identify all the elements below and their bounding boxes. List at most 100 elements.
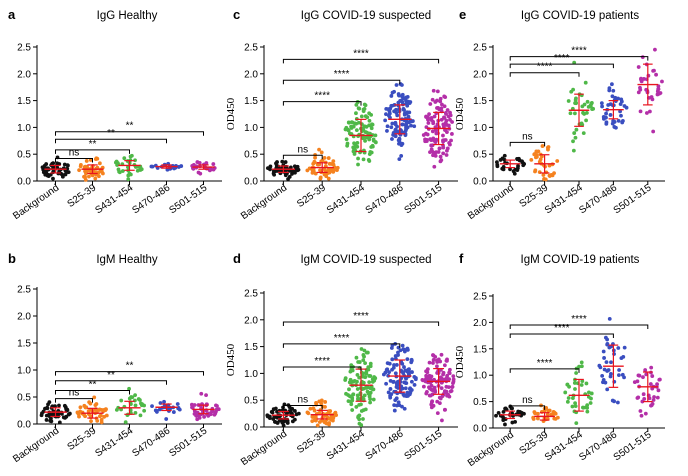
data-point	[354, 128, 359, 133]
x-tick-label: S25-39	[295, 182, 328, 210]
data-point	[552, 171, 556, 176]
data-point	[429, 147, 434, 152]
data-point	[101, 409, 106, 414]
data-point	[271, 169, 276, 174]
data-point	[445, 393, 450, 398]
data-point	[83, 178, 88, 182]
data-point	[430, 129, 435, 134]
data-point	[399, 83, 404, 87]
data-point	[602, 356, 606, 360]
data-point	[660, 79, 664, 84]
data-point	[426, 117, 430, 122]
panel-title: IgM COVID-19 patients	[521, 254, 640, 266]
data-point	[547, 408, 552, 413]
data-point	[138, 401, 143, 406]
data-point	[46, 402, 50, 407]
x-tick-label: S431-454	[93, 182, 135, 216]
data-point	[350, 398, 355, 403]
significance-bracket	[509, 72, 580, 77]
data-point	[405, 110, 410, 115]
data-point	[439, 386, 444, 391]
data-point	[450, 385, 455, 390]
data-point	[642, 77, 646, 81]
data-point	[535, 416, 540, 421]
data-point	[392, 89, 396, 94]
y-axis-label: OD450	[225, 97, 237, 130]
data-point	[440, 102, 444, 107]
data-point	[313, 171, 318, 176]
data-point	[515, 156, 519, 161]
data-point	[345, 143, 350, 148]
data-point	[639, 77, 643, 82]
data-point	[441, 151, 446, 156]
data-point	[87, 174, 91, 179]
data-point	[356, 120, 361, 125]
data-point	[330, 418, 335, 423]
data-point	[384, 381, 389, 386]
data-point	[410, 370, 414, 374]
data-point	[533, 168, 538, 173]
data-point	[515, 166, 520, 170]
data-point	[122, 156, 127, 161]
data-point	[600, 104, 604, 109]
panel-letter: a	[8, 7, 16, 22]
data-point	[404, 95, 408, 100]
data-point	[443, 95, 448, 100]
y-tick-label: 2.0	[17, 312, 31, 323]
data-point	[373, 133, 378, 138]
data-point	[638, 85, 642, 90]
data-point	[437, 401, 442, 406]
data-point	[653, 47, 657, 52]
x-tick-label: S501-515	[402, 182, 444, 216]
panel-c: c IgG COVID-19 suspected OD450 0.0 0.5 1.0 1.5…	[225, 7, 458, 222]
data-point	[350, 408, 355, 412]
significance-label: ****	[537, 358, 553, 369]
data-point	[601, 378, 606, 382]
data-point	[616, 346, 621, 350]
data-point	[361, 157, 366, 162]
data-point	[639, 413, 644, 418]
data-point	[565, 382, 570, 387]
y-tick-label: 1.5	[17, 96, 31, 107]
data-point	[362, 124, 367, 129]
y-tick-label: 0.5	[244, 150, 258, 161]
data-point	[373, 140, 378, 144]
data-point	[57, 169, 62, 174]
data-point	[393, 134, 398, 139]
data-point	[427, 112, 431, 117]
x-tick-label: Background	[239, 182, 289, 222]
data-point	[198, 171, 203, 176]
data-point	[82, 164, 87, 169]
significance-bracket	[509, 405, 546, 410]
data-point	[363, 114, 368, 119]
data-point	[363, 138, 367, 143]
panel-letter: f	[459, 251, 464, 266]
data-point	[361, 380, 366, 385]
data-point	[442, 104, 447, 109]
data-point	[347, 387, 351, 392]
data-point	[317, 411, 322, 415]
data-point	[402, 349, 407, 354]
data-point	[406, 114, 411, 119]
data-point	[435, 411, 440, 416]
data-point	[579, 360, 584, 365]
data-point	[510, 420, 515, 425]
data-point	[383, 370, 388, 375]
y-tick-label: 2.0	[473, 318, 487, 329]
y-tick-label: 2.5	[244, 289, 258, 300]
data-point	[310, 414, 315, 419]
data-point	[428, 102, 433, 106]
data-point	[412, 383, 417, 387]
data-point	[607, 345, 612, 350]
data-point	[534, 149, 539, 154]
data-point	[292, 409, 297, 413]
data-point	[601, 349, 606, 354]
data-point	[519, 411, 524, 415]
data-point	[361, 107, 366, 112]
data-point	[116, 405, 121, 410]
data-point	[585, 403, 590, 408]
significance-label: ****	[314, 91, 330, 102]
data-point	[617, 373, 621, 378]
data-point	[97, 170, 101, 175]
data-point	[421, 133, 426, 137]
